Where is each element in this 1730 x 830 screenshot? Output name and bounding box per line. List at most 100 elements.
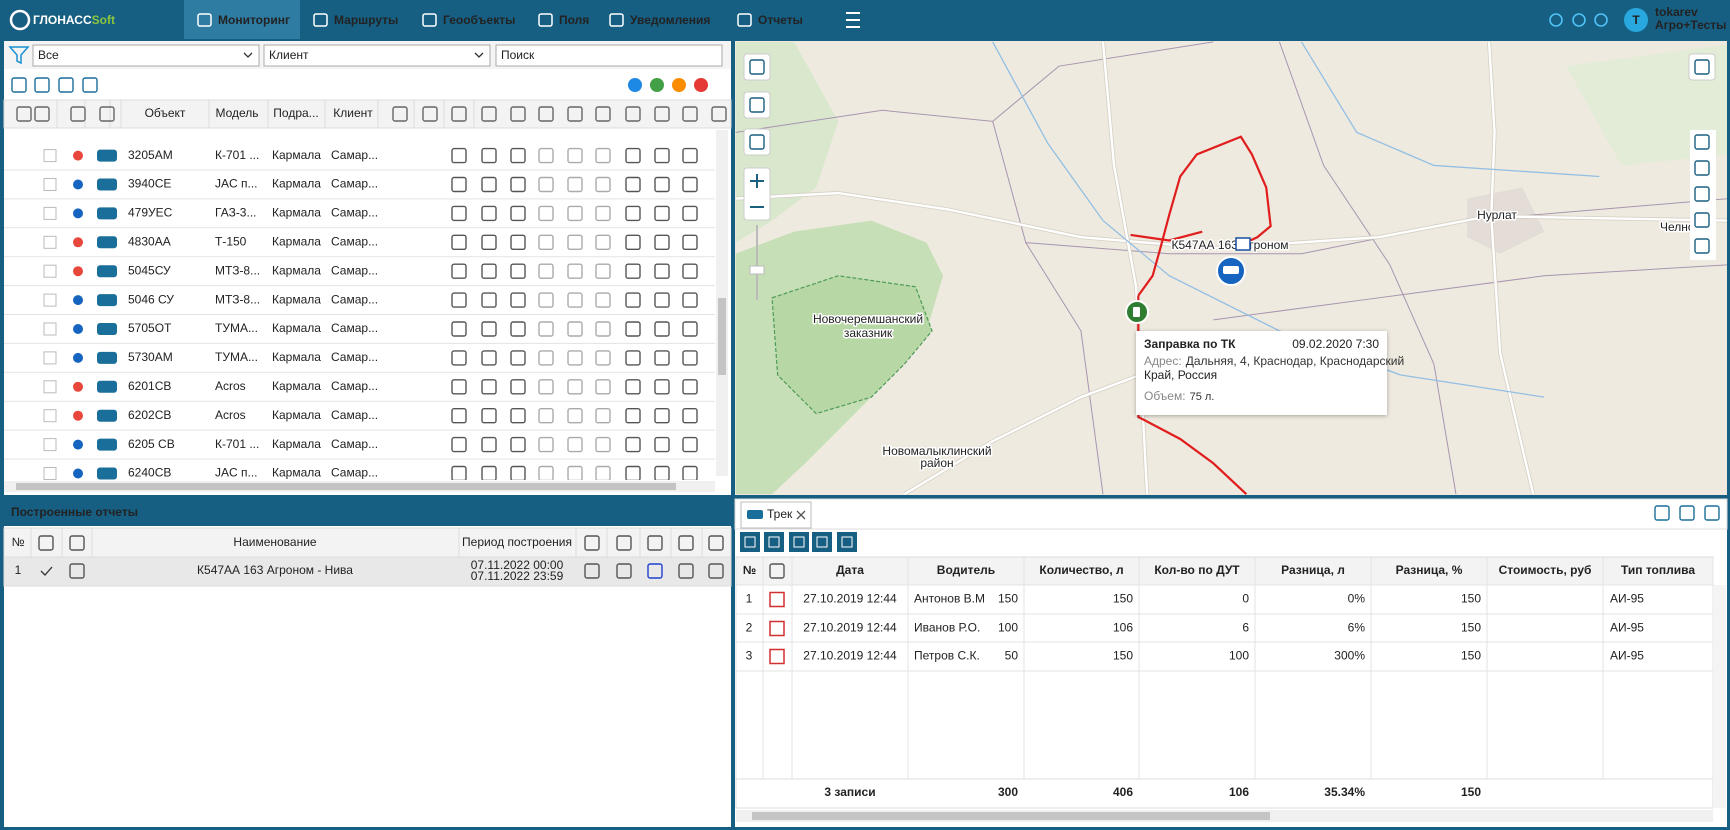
row-action (625, 263, 641, 279)
status-filter[interactable] (694, 78, 708, 92)
select-box[interactable] (263, 44, 491, 67)
report-period: 07.11.2022 00:00 (471, 558, 564, 572)
row-action (451, 321, 467, 337)
row-action (567, 436, 583, 453)
track-footer (735, 778, 1714, 809)
header-icon[interactable] (1549, 13, 1563, 27)
row-checkbox[interactable] (43, 380, 57, 394)
status-filter[interactable] (628, 78, 642, 92)
popup-address: Адрес: Дальняя, 4, Краснодар, Краснодарск… (1144, 354, 1404, 368)
cell-dut: 150 (1113, 592, 1133, 606)
row-action (654, 408, 670, 424)
row-action (567, 408, 583, 424)
report-row[interactable] (3, 556, 732, 587)
row-checkbox[interactable] (43, 206, 57, 220)
tab-close[interactable] (796, 510, 806, 520)
row-checkbox[interactable] (43, 235, 57, 249)
boundary (1213, 264, 1727, 321)
header-icon (69, 535, 85, 551)
fullscreen-button[interactable] (1688, 53, 1716, 81)
report-tool[interactable] (837, 532, 857, 552)
row-checkbox[interactable] (43, 467, 57, 480)
row-action (538, 263, 554, 279)
v-scroll-thumb[interactable] (718, 298, 726, 375)
report-tool[interactable] (740, 532, 760, 552)
map-button[interactable] (743, 128, 771, 156)
row-checkbox[interactable] (43, 293, 57, 307)
column-header: Наименование (233, 535, 317, 549)
row-checkbox[interactable] (43, 149, 57, 163)
report-period: 07.11.2022 23:59 (471, 569, 564, 583)
row-action (538, 205, 554, 222)
object-division: Кармала (272, 350, 321, 364)
footer-count: 3 записи (824, 785, 875, 799)
row-action (567, 234, 583, 251)
nav-item[interactable]: Геообъекты (443, 13, 515, 27)
report-tool[interactable] (764, 532, 784, 552)
nav-item[interactable]: Мониторинг (218, 13, 290, 27)
footer-diff-pct: 35.34% (1324, 785, 1365, 799)
report-tool[interactable] (789, 532, 809, 552)
header-icon[interactable] (1594, 13, 1608, 27)
nav-item[interactable]: Уведомления (630, 13, 710, 27)
objects-rows: 3205АМ К-701 ... Кармала Самар... 3940СЕ JAC … (4, 147, 715, 480)
row-action (538, 147, 554, 164)
row-action (682, 321, 698, 337)
row-checkbox[interactable] (43, 264, 57, 278)
h-scroll-thumb[interactable] (16, 483, 676, 490)
row-checkbox[interactable] (43, 351, 57, 365)
map-tool (1694, 160, 1710, 176)
row-action (654, 234, 670, 251)
map-button[interactable] (743, 53, 771, 81)
header-icon[interactable] (1572, 13, 1586, 27)
row-action (451, 408, 467, 424)
zoom-handle[interactable] (749, 265, 765, 275)
nav-item[interactable]: Маршруты (334, 13, 398, 27)
district-name: район (920, 456, 953, 470)
row-action (567, 379, 583, 395)
row-checkbox[interactable] (43, 438, 57, 452)
row-checkbox[interactable] (43, 409, 57, 423)
row-action (510, 436, 526, 453)
track-row[interactable] (735, 641, 1714, 672)
row-action (510, 147, 526, 164)
select-box[interactable] (32, 44, 260, 67)
row-action (538, 436, 554, 453)
report-name: К547АА 163 Агроном - Нива (197, 563, 353, 577)
nav-item[interactable]: Поля (559, 13, 589, 27)
row-checkbox[interactable] (43, 178, 57, 191)
river (1300, 41, 1600, 178)
object-name: 5045СУ (128, 263, 171, 277)
row-action (451, 176, 467, 193)
column-header: Количество, л (1039, 563, 1123, 577)
reserve-name: заказник (844, 326, 893, 340)
row-checkbox[interactable] (43, 322, 57, 336)
object-name: 5046 СУ (128, 292, 174, 306)
report-tool[interactable] (812, 532, 832, 552)
header-icon (616, 535, 632, 551)
report-tool-glyph (768, 536, 780, 548)
reports-header (3, 527, 732, 558)
select-value: Все (38, 48, 59, 62)
row-action (654, 321, 670, 337)
map-tool (1694, 238, 1710, 254)
select-box[interactable] (495, 44, 723, 67)
row-action (451, 292, 467, 308)
status-filter[interactable] (672, 78, 686, 92)
zoom-in[interactable] (750, 174, 764, 188)
map-tool (1694, 186, 1710, 202)
nav-item[interactable]: Отчеты (758, 13, 803, 27)
header-icon (647, 535, 663, 551)
header-icon (625, 106, 641, 122)
object-division: Кармала (272, 408, 321, 422)
report-action (678, 563, 694, 579)
object-name: 6240СВ (128, 466, 171, 480)
track-h-thumb[interactable] (752, 812, 1270, 820)
row-action (538, 408, 554, 424)
row-action (567, 176, 583, 193)
status-filter[interactable] (650, 78, 664, 92)
header-icon (567, 106, 583, 122)
object-model: К-701 ... (215, 148, 259, 162)
object-client: Самар... (331, 292, 378, 306)
map-button[interactable] (743, 91, 771, 119)
